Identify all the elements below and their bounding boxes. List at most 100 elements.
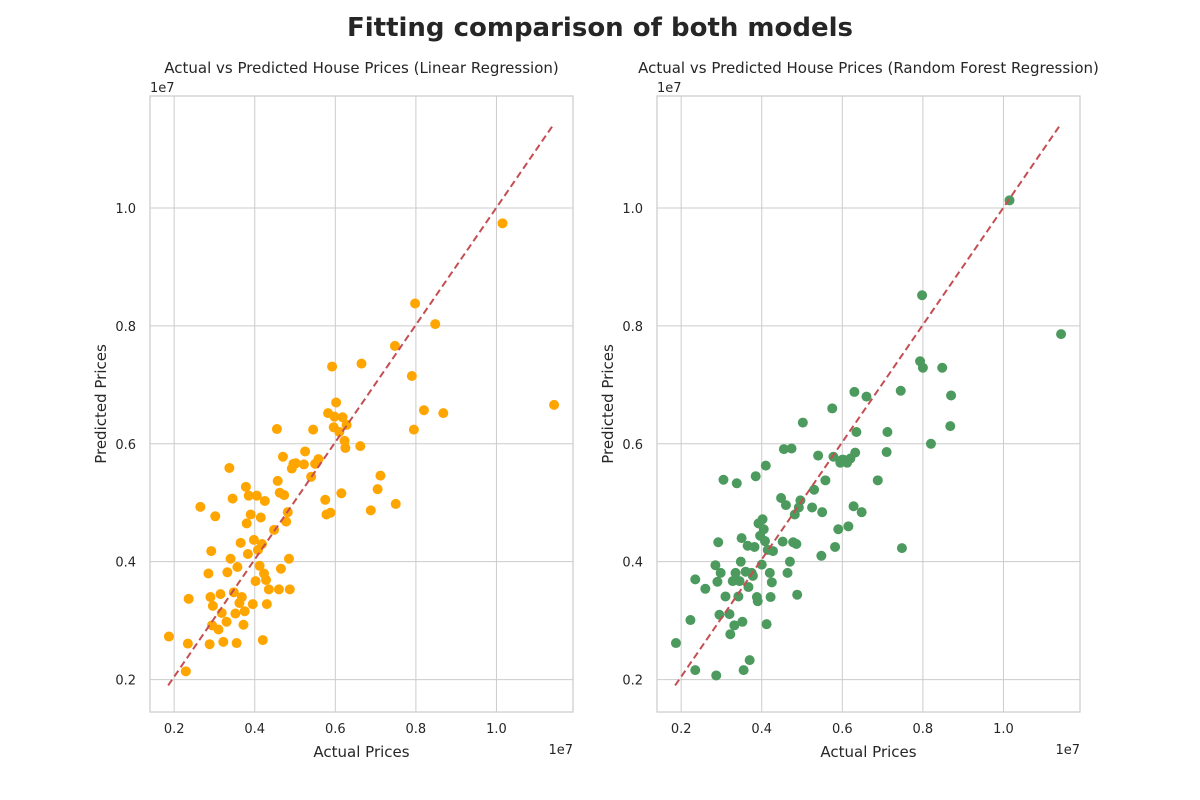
data-point: [195, 501, 206, 512]
data-point: [714, 609, 725, 620]
x-tick-label: 0.6: [325, 722, 346, 737]
data-point: [690, 574, 701, 585]
data-point: [734, 576, 745, 587]
data-point: [731, 478, 742, 489]
data-point: [231, 638, 242, 649]
x-tick-label: 0.6: [832, 722, 853, 737]
data-point: [737, 616, 748, 627]
data-point: [298, 459, 309, 470]
data-point: [497, 218, 508, 229]
data-point: [372, 484, 383, 495]
data-point: [182, 638, 193, 649]
data-point: [300, 446, 311, 457]
data-point: [778, 444, 789, 455]
data-point: [780, 500, 791, 511]
data-point: [236, 592, 247, 603]
data-point: [895, 385, 906, 396]
data-point: [759, 536, 770, 547]
data-point: [255, 512, 266, 523]
data-point: [259, 495, 270, 506]
reference-line: [167, 124, 554, 687]
chart-panel-2: 0.2 0.4 0.6 0.8 1.0 0.2 0.4 0.6 0.8 1.0 1e7 1e7 Actu…: [599, 59, 1099, 761]
plot-frame: [149, 95, 574, 713]
data-point: [830, 541, 841, 552]
data-point: [247, 599, 258, 610]
x-tick-label: 0.4: [244, 722, 265, 737]
data-point: [750, 471, 761, 482]
x-axis-label: Actual Prices: [820, 743, 916, 761]
data-point: [851, 427, 862, 437]
data-point: [738, 665, 749, 676]
data-point: [284, 584, 295, 595]
data-point: [243, 490, 254, 501]
data-point: [225, 553, 236, 564]
data-point: [882, 427, 893, 437]
data-point: [711, 670, 722, 681]
data-point: [549, 399, 560, 410]
y-tick-label: 0.6: [115, 438, 136, 453]
data-point: [736, 533, 747, 544]
data-point: [720, 591, 731, 602]
y-tick-label: 0.4: [622, 556, 643, 571]
x-tick-label: 0.4: [751, 722, 772, 737]
data-point: [308, 424, 319, 435]
data-point: [329, 411, 340, 422]
data-point: [261, 599, 272, 610]
data-point: [356, 358, 367, 369]
data-point: [218, 636, 229, 647]
data-point: [205, 592, 216, 603]
data-point: [207, 600, 218, 611]
data-point: [784, 556, 795, 567]
data-point: [241, 518, 252, 529]
data-point: [727, 576, 738, 587]
data-point: [816, 550, 827, 561]
data-point: [925, 438, 936, 449]
data-point: [263, 584, 274, 595]
y-tick-label: 1.0: [622, 202, 643, 217]
data-point: [230, 608, 241, 619]
data-point: [337, 412, 348, 423]
data-point: [389, 340, 400, 351]
data-point: [744, 655, 755, 666]
data-point: [791, 539, 802, 549]
data-point: [713, 537, 724, 548]
data-point: [758, 524, 769, 535]
data-point: [849, 386, 860, 397]
data-point: [764, 567, 775, 578]
data-point: [792, 589, 803, 600]
data-point: [250, 576, 261, 587]
data-point: [215, 589, 226, 600]
data-point: [937, 362, 948, 373]
data-point: [843, 521, 854, 532]
data-point: [809, 484, 820, 495]
x-offset-label: 1e7: [548, 743, 573, 758]
data-point: [946, 390, 957, 401]
data-point: [776, 493, 787, 504]
data-point: [766, 577, 777, 588]
data-point: [281, 516, 292, 527]
data-point: [272, 475, 283, 486]
data-point: [718, 474, 729, 485]
x-tick-label: 0.2: [671, 722, 692, 737]
data-point: [820, 475, 831, 486]
data-point: [712, 576, 723, 587]
data-point: [729, 620, 740, 631]
data-point: [848, 501, 859, 512]
data-point: [945, 421, 956, 432]
data-point: [334, 427, 345, 437]
y-tick-label: 0.8: [622, 320, 643, 335]
data-point: [786, 443, 797, 454]
data-point: [735, 556, 746, 567]
data-point: [743, 582, 754, 593]
data-point: [206, 546, 217, 557]
data-point: [797, 417, 808, 428]
data-point: [239, 606, 250, 617]
y-tick-label: 0.4: [115, 556, 136, 571]
data-point: [768, 546, 779, 557]
data-point: [752, 596, 763, 607]
x-axis-label: Actual Prices: [313, 743, 409, 761]
data-point: [725, 629, 736, 640]
plot-frame: [656, 95, 1081, 713]
y-tick-label: 0.2: [622, 674, 643, 689]
data-point: [881, 447, 892, 458]
